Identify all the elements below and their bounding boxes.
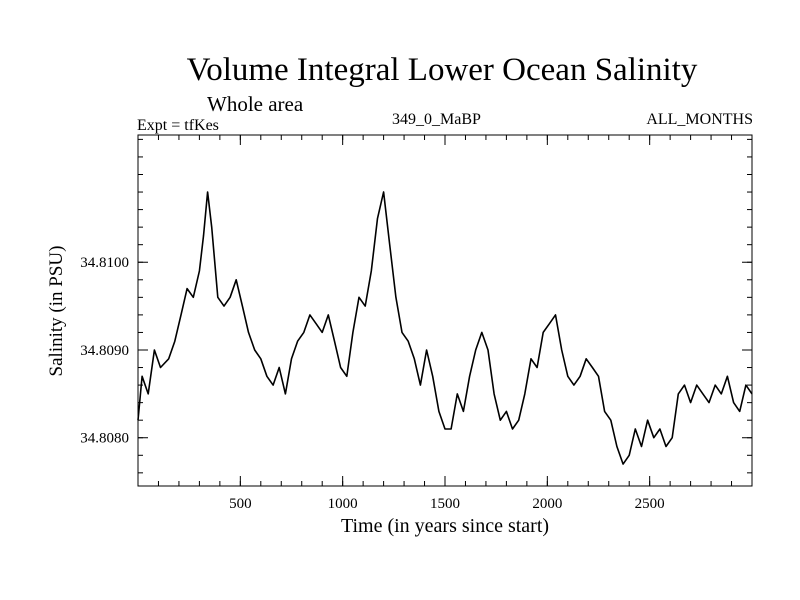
ticks-layer: 500 1000 1500 2000 2500 34.8080 34.8090 34.8100 — [80, 135, 752, 512]
x-tick-label: 2000 — [532, 496, 562, 512]
x-tick-label: 2500 — [635, 496, 665, 512]
months-label: ALL_MONTHS — [646, 111, 753, 128]
x-tick-label: 500 — [229, 496, 252, 512]
y-axis-label: Salinity (in PSU) — [46, 246, 67, 377]
chart-subtitle: Whole area — [207, 92, 304, 116]
y-tick-label: 34.8080 — [80, 431, 129, 447]
x-tick-label: 1000 — [328, 496, 358, 512]
series-layer — [137, 191, 753, 465]
y-tick-label: 34.8090 — [80, 343, 129, 359]
x-tick-label: 1500 — [430, 496, 460, 512]
x-axis-label: Time (in years since start) — [341, 515, 549, 537]
plot-frame — [137, 134, 753, 487]
run-id-label: 349_0_MaBP — [392, 111, 481, 128]
experiment-label: Expt = tfKes — [137, 117, 219, 134]
y-tick-label: 34.8100 — [80, 255, 129, 271]
chart-title: Volume Integral Lower Ocean Salinity — [186, 52, 698, 88]
series-line — [137, 191, 753, 465]
